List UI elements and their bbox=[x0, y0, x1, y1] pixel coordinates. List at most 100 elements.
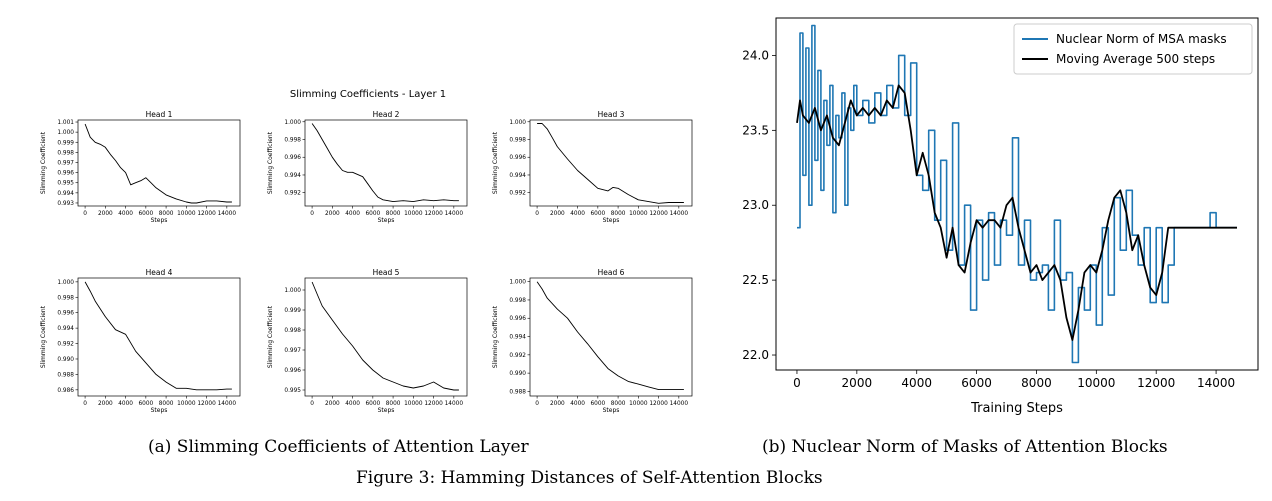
y-tick-label: 0.994 bbox=[57, 326, 74, 332]
y-tick-label: 22.5 bbox=[742, 273, 769, 287]
y-tick-label: 0.990 bbox=[509, 371, 526, 377]
y-tick-label: 0.992 bbox=[509, 191, 526, 197]
x-tick-label: 6000 bbox=[590, 401, 605, 407]
subcaption-a: (a) Slimming Coefficients of Attention L… bbox=[148, 437, 529, 457]
x-tick-label: 8000 bbox=[1021, 376, 1052, 390]
y-tick-label: 1.000 bbox=[509, 280, 526, 286]
x-tick-label: 0 bbox=[310, 401, 314, 407]
x-tick-label: 12000 bbox=[649, 401, 668, 407]
subplot-head-6: Head 6 0 2000 4000 6000 8000 10000 12000 14000 0.… bbox=[492, 268, 693, 414]
x-tick-label: 10000 bbox=[1077, 376, 1115, 390]
subplot-xlabel: Steps bbox=[378, 407, 395, 414]
slimming-coefficient-line bbox=[84, 281, 232, 391]
x-tick-label: 14000 bbox=[218, 211, 237, 217]
y-tick-label: 1.000 bbox=[57, 130, 74, 136]
slimming-coefficient-line bbox=[311, 123, 459, 203]
y-tick-label: 0.998 bbox=[284, 328, 301, 334]
x-tick-label: 14000 bbox=[1197, 376, 1235, 390]
panel-a-suptitle: Slimming Coefficients - Layer 1 bbox=[290, 89, 446, 100]
subplot-frame bbox=[304, 119, 468, 207]
y-tick-label: 1.001 bbox=[57, 120, 74, 126]
y-tick-label: 0.998 bbox=[509, 298, 526, 304]
x-tick-label: 2000 bbox=[325, 401, 340, 407]
y-tick-label: 0.998 bbox=[509, 138, 526, 144]
x-tick-label: 2000 bbox=[550, 211, 565, 217]
y-tick-label: 1.000 bbox=[509, 120, 526, 126]
subplot-frame bbox=[77, 277, 241, 397]
y-tick-label: 0.994 bbox=[284, 173, 301, 179]
x-tick-label: 2000 bbox=[550, 401, 565, 407]
x-tick-label: 10000 bbox=[629, 401, 648, 407]
panel-b-xlabel: Training Steps bbox=[970, 401, 1063, 416]
panel-b-layer: 0 2000 4000 6000 8000 10000 12000 14000 22.0 22.5… bbox=[742, 17, 1259, 390]
subplot-head-4: Head 4 0 2000 4000 6000 8000 10000 12000 14000 0.… bbox=[40, 268, 241, 414]
y-tick-label: 0.997 bbox=[57, 160, 74, 166]
x-tick-label: 2000 bbox=[325, 211, 340, 217]
subplot-title: Head 3 bbox=[598, 110, 625, 119]
slimming-coefficient-line bbox=[537, 123, 684, 204]
x-tick-label: 10000 bbox=[404, 211, 423, 217]
x-tick-label: 0 bbox=[310, 211, 314, 217]
subplot-ylabel: Slimming Coefficient bbox=[267, 305, 274, 368]
subplot-xlabel: Steps bbox=[603, 407, 620, 414]
subplot-head-5: Head 5 0 2000 4000 6000 8000 10000 12000 14000 0.… bbox=[267, 268, 468, 414]
y-tick-label: 0.988 bbox=[57, 372, 74, 378]
x-tick-label: 2000 bbox=[98, 401, 113, 407]
x-tick-label: 6000 bbox=[138, 211, 153, 217]
y-tick-label: 0.992 bbox=[57, 342, 74, 348]
nuclear-norm-figure: 0 2000 4000 6000 8000 10000 12000 14000 22.0 22.5… bbox=[742, 17, 1259, 416]
y-tick-label: 24.0 bbox=[742, 48, 769, 62]
y-tick-label: 0.999 bbox=[57, 140, 74, 146]
x-tick-label: 0 bbox=[83, 401, 87, 407]
x-tick-label: 4000 bbox=[570, 211, 585, 217]
subplot-ylabel: Slimming Coefficient bbox=[492, 305, 499, 368]
x-tick-label: 14000 bbox=[218, 401, 237, 407]
x-tick-label: 4000 bbox=[570, 401, 585, 407]
x-tick-label: 14000 bbox=[670, 401, 689, 407]
x-tick-label: 2000 bbox=[98, 211, 113, 217]
subplot-frame bbox=[304, 277, 468, 397]
figure-caption: Figure 3: Hamming Distances of Self-Atte… bbox=[356, 468, 823, 488]
y-tick-label: 1.000 bbox=[57, 280, 74, 286]
subplots-layer: Head 10 2000 4000 6000 8000 10000 12000 140000.… bbox=[40, 110, 693, 414]
y-tick-label: 0.986 bbox=[57, 388, 74, 394]
y-tick-label: 0.994 bbox=[57, 191, 74, 197]
nuclear-norm-line bbox=[797, 24, 1237, 364]
y-tick-label: 23.5 bbox=[742, 123, 769, 137]
subplot-title: Head 5 bbox=[373, 268, 400, 277]
x-tick-label: 4000 bbox=[345, 211, 360, 217]
subplot-title: Head 4 bbox=[146, 268, 173, 277]
y-tick-label: 0.998 bbox=[57, 295, 74, 301]
y-tick-label: 0.993 bbox=[57, 201, 74, 207]
subplot-ylabel: Slimming Coefficient bbox=[492, 131, 499, 194]
y-tick-label: 1.000 bbox=[284, 288, 301, 294]
subplot-frame bbox=[529, 277, 693, 397]
y-tick-label: 0.997 bbox=[284, 348, 301, 354]
legend-entry: Moving Average 500 steps bbox=[1056, 52, 1215, 66]
x-tick-label: 8000 bbox=[611, 211, 626, 217]
subplot-frame bbox=[77, 119, 241, 207]
x-tick-label: 10000 bbox=[404, 401, 423, 407]
x-tick-label: 10000 bbox=[629, 211, 648, 217]
y-tick-label: 23.0 bbox=[742, 198, 769, 212]
subplot-ylabel: Slimming Coefficient bbox=[267, 131, 274, 194]
subplot-head-2: Head 2 0 2000 4000 6000 8000 10000 12000 14000 0.… bbox=[267, 110, 468, 224]
x-tick-label: 4000 bbox=[118, 211, 133, 217]
y-tick-label: 1.000 bbox=[284, 120, 301, 126]
x-tick-label: 0 bbox=[793, 376, 801, 390]
slimming-coefficient-line bbox=[536, 281, 684, 391]
x-tick-label: 12000 bbox=[424, 211, 443, 217]
slimming-coefficient-line bbox=[84, 123, 232, 204]
x-tick-label: 6000 bbox=[365, 211, 380, 217]
x-tick-label: 12000 bbox=[197, 401, 216, 407]
y-tick-label: 0.992 bbox=[284, 191, 301, 197]
y-tick-label: 0.998 bbox=[57, 150, 74, 156]
x-tick-label: 8000 bbox=[159, 211, 174, 217]
x-tick-label: 8000 bbox=[386, 211, 401, 217]
x-tick-label: 6000 bbox=[961, 376, 992, 390]
x-tick-label: 2000 bbox=[842, 376, 873, 390]
y-tick-label: 0.996 bbox=[509, 155, 526, 161]
subplot-title: Head 1 bbox=[146, 110, 173, 119]
y-tick-label: 0.996 bbox=[57, 311, 74, 317]
slimming-coefficient-line bbox=[311, 281, 459, 391]
